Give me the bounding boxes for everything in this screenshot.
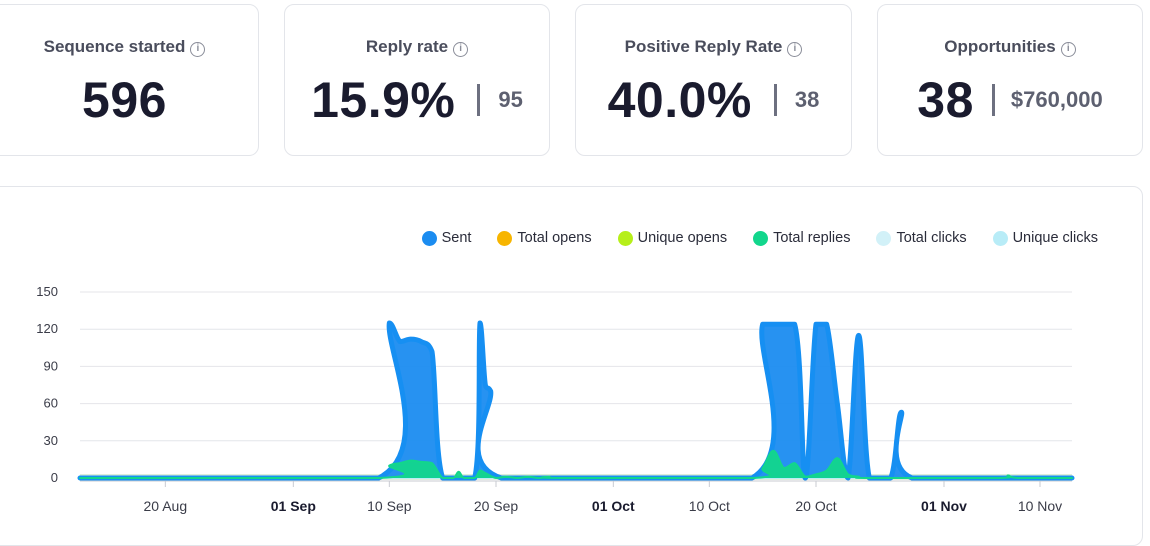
- stat-subvalue: 95: [498, 87, 523, 112]
- x-tick-label: 01 Sep: [271, 498, 316, 514]
- legend-swatch: [617, 230, 633, 246]
- x-tick-label: 01 Oct: [592, 498, 635, 514]
- series-line-total-replies: [79, 449, 1073, 479]
- series-area-sent: [80, 323, 1072, 478]
- y-tick-label: 90: [44, 358, 58, 373]
- stat-value: 40.0%: [607, 72, 752, 128]
- legend-item-total-opens[interactable]: Total opens: [497, 230, 592, 246]
- legend-item-unique-clicks[interactable]: Unique clicks: [992, 230, 1098, 246]
- y-tick-label: 150: [36, 284, 58, 299]
- chart-legend: Sent Total opens Unique opens Total repl…: [396, 230, 1098, 246]
- divider: [477, 84, 481, 116]
- x-tick-label: 10 Sep: [367, 498, 412, 514]
- activity-chart: 0 30 60 90 120 150 20 Aug 01 Sep 10 Sep 20 Sep 01 …: [36, 284, 1075, 514]
- stat-title: Sequence started i: [0, 37, 258, 57]
- info-icon[interactable]: i: [1060, 42, 1076, 57]
- legend-swatch: [992, 230, 1008, 246]
- legend-item-total-clicks[interactable]: Total clicks: [876, 230, 967, 246]
- legend-item-total-replies[interactable]: Total replies: [753, 230, 850, 246]
- stat-card-opportunities: Opportunities i 38 $760,000: [877, 4, 1143, 156]
- divider: [773, 84, 777, 116]
- stat-value-row: 38 $760,000: [878, 71, 1142, 129]
- stat-card-positive-reply-rate: Positive Reply Rate i 40.0% 38: [575, 4, 852, 156]
- stat-card-sequence-started: Sequence started i 596: [0, 4, 259, 156]
- stat-value: 15.9%: [311, 72, 456, 128]
- legend-label: Unique clicks: [1012, 230, 1098, 246]
- legend-label: Total replies: [773, 230, 851, 246]
- legend-item-unique-opens[interactable]: Unique opens: [617, 230, 728, 246]
- legend-item-sent[interactable]: Sent: [421, 230, 472, 246]
- stat-value-row: 15.9% 95: [285, 71, 549, 129]
- x-tick-label: 10 Oct: [689, 498, 730, 514]
- info-icon[interactable]: i: [190, 42, 206, 57]
- legend-swatch: [753, 230, 769, 246]
- legend-swatch: [497, 230, 513, 246]
- stat-subvalue: 38: [794, 87, 820, 112]
- x-tick-label: 20 Sep: [474, 498, 519, 514]
- info-icon[interactable]: i: [453, 42, 469, 57]
- stat-title: Reply rate i: [285, 37, 549, 57]
- stat-title: Opportunities i: [878, 37, 1142, 57]
- stat-value: 38: [917, 72, 974, 128]
- y-tick-label: 120: [36, 321, 58, 336]
- legend-label: Unique opens: [637, 230, 728, 246]
- info-icon[interactable]: i: [787, 42, 803, 57]
- stat-value-row: 40.0% 38: [576, 71, 851, 129]
- y-tick-label: 60: [44, 396, 58, 411]
- legend-label: Sent: [441, 230, 472, 246]
- stat-value: 596: [82, 72, 167, 128]
- legend-swatch: [421, 230, 437, 246]
- legend-label: Total clicks: [896, 230, 967, 246]
- stat-card-reply-rate: Reply rate i 15.9% 95: [284, 4, 550, 156]
- stat-title-text: Reply rate: [365, 37, 449, 56]
- y-tick-label: 30: [44, 433, 58, 448]
- series-area-total-replies: [80, 450, 1072, 478]
- x-tick-label: 20 Oct: [795, 498, 836, 514]
- y-tick-label: 0: [51, 470, 58, 485]
- stat-title-text: Positive Reply Rate: [624, 37, 783, 56]
- legend-swatch: [876, 230, 892, 246]
- stat-title: Positive Reply Rate i: [576, 37, 851, 57]
- stat-title-text: Sequence started: [43, 37, 186, 56]
- legend-label: Total opens: [517, 230, 592, 246]
- x-tick-label: 01 Nov: [921, 498, 967, 514]
- stat-value-row: 596: [0, 71, 258, 129]
- series-line-sent: [77, 320, 1075, 481]
- stat-title-text: Opportunities: [944, 37, 1056, 56]
- x-tick-label: 20 Aug: [144, 498, 188, 514]
- stat-subvalue: $760,000: [1010, 87, 1103, 112]
- x-tick-label: 10 Nov: [1018, 498, 1062, 514]
- divider: [991, 84, 995, 116]
